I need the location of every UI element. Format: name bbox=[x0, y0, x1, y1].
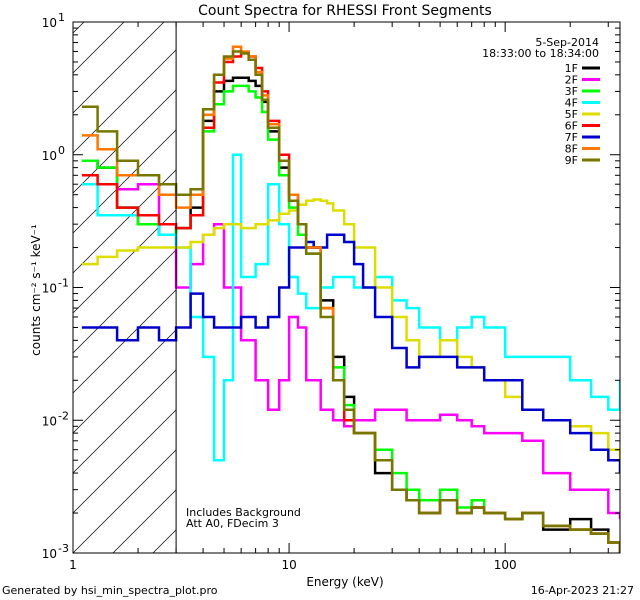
attenuator-annotation: Att A0, FDecim 3 bbox=[186, 517, 279, 530]
hatch-line bbox=[73, 249, 177, 354]
hatch-line bbox=[73, 209, 177, 314]
hatch-line bbox=[73, 22, 165, 114]
series-line-1F bbox=[81, 76, 620, 553]
hatch-line bbox=[0, 0, 113, 553]
hatch-line bbox=[273, 0, 640, 553]
hatch-line bbox=[73, 449, 177, 553]
hatch-line bbox=[433, 0, 640, 553]
hatch-line bbox=[593, 0, 640, 553]
y-tick-label: 10 bbox=[42, 149, 57, 163]
footer-generator: Generated by hsi_min_spectra_plot.pro bbox=[2, 584, 218, 597]
legend-label-6F: 6F bbox=[565, 120, 578, 133]
hatch-line bbox=[73, 369, 177, 474]
y-tick-exponent: -2 bbox=[58, 409, 69, 422]
y-tick-exponent: -1 bbox=[58, 277, 69, 290]
y-tick-label: 10 bbox=[42, 547, 57, 561]
hatch-line bbox=[473, 0, 640, 553]
hatch-line bbox=[73, 89, 177, 194]
series-line-4F bbox=[81, 153, 620, 462]
hatch-line bbox=[633, 0, 640, 553]
series-line-7F bbox=[81, 233, 620, 474]
hatch-line bbox=[353, 0, 640, 553]
hatch-line bbox=[393, 0, 640, 553]
y-tick-label: 10 bbox=[42, 282, 57, 296]
legend-label-5F: 5F bbox=[565, 108, 578, 121]
y-tick-exponent: 0 bbox=[58, 144, 65, 157]
hatch-line bbox=[73, 329, 177, 434]
time-range-label: 18:33:00 to 18:34:00 bbox=[482, 47, 599, 60]
y-tick-label: 10 bbox=[42, 16, 57, 30]
series-layer bbox=[81, 45, 620, 553]
hatch-line bbox=[73, 22, 125, 74]
x-tick-label: 1 bbox=[69, 558, 77, 572]
y-tick-exponent: 1 bbox=[58, 11, 65, 24]
y-axis-label: counts cm⁻² s⁻¹ keV⁻¹ bbox=[29, 224, 43, 356]
legend-label-2F: 2F bbox=[565, 74, 578, 87]
hatch-line bbox=[73, 169, 177, 274]
legend-label-4F: 4F bbox=[565, 97, 578, 110]
series-line-8F bbox=[81, 45, 620, 553]
series-line-5F bbox=[81, 198, 620, 461]
legend-label-3F: 3F bbox=[565, 85, 578, 98]
series-line-9F bbox=[81, 50, 620, 553]
legend-label-8F: 8F bbox=[565, 143, 578, 156]
chart-title: Count Spectra for RHESSI Front Segments bbox=[198, 3, 492, 19]
y-tick-exponent: -3 bbox=[58, 542, 69, 555]
series-line-3F bbox=[81, 84, 620, 553]
x-tick-label: 10 bbox=[281, 558, 296, 572]
plot-frame bbox=[72, 21, 621, 554]
background-annotation: Includes Background bbox=[186, 506, 301, 519]
date-label: 5-Sep-2014 bbox=[535, 36, 599, 49]
legend-label-1F: 1F bbox=[565, 62, 578, 75]
hatch-line bbox=[73, 22, 85, 34]
y-tick-label: 10 bbox=[42, 414, 57, 428]
excluded-energy-hatch bbox=[0, 0, 640, 553]
legend-label-7F: 7F bbox=[565, 131, 578, 144]
hatch-line bbox=[73, 49, 177, 154]
hatch-line bbox=[73, 409, 177, 514]
x-tick-label: 100 bbox=[494, 558, 517, 572]
x-axis-label: Energy (keV) bbox=[306, 575, 383, 589]
legend-label-9F: 9F bbox=[565, 154, 578, 167]
footer-timestamp: 16-Apr-2023 21:27 bbox=[530, 584, 634, 597]
